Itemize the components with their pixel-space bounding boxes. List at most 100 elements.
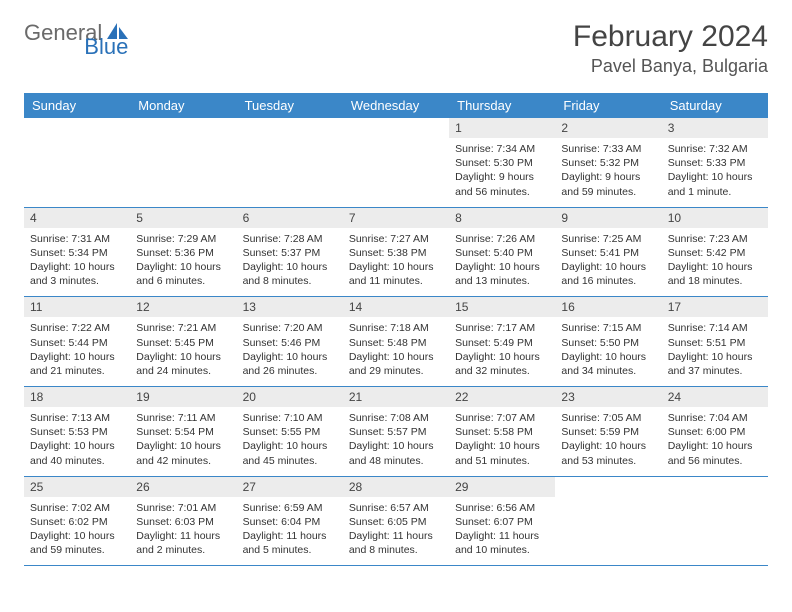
sunrise-text: Sunrise: 7:29 AM bbox=[136, 232, 230, 246]
sunrise-text: Sunrise: 7:21 AM bbox=[136, 321, 230, 335]
day-number: 20 bbox=[237, 387, 343, 407]
day-number: 16 bbox=[555, 297, 661, 317]
daylight-text: Daylight: 10 hours and 45 minutes. bbox=[243, 439, 337, 467]
day-content: Sunrise: 7:33 AMSunset: 5:32 PMDaylight:… bbox=[555, 138, 661, 207]
daylight-text: Daylight: 10 hours and 3 minutes. bbox=[30, 260, 124, 288]
calendar-cell: 13Sunrise: 7:20 AMSunset: 5:46 PMDayligh… bbox=[237, 297, 343, 387]
day-number: 22 bbox=[449, 387, 555, 407]
header: General Blue February 2024 Pavel Banya, … bbox=[24, 20, 768, 77]
daylight-text: Daylight: 10 hours and 34 minutes. bbox=[561, 350, 655, 378]
daylight-text: Daylight: 11 hours and 2 minutes. bbox=[136, 529, 230, 557]
calendar-cell: 23Sunrise: 7:05 AMSunset: 5:59 PMDayligh… bbox=[555, 387, 661, 477]
daylight-text: Daylight: 10 hours and 24 minutes. bbox=[136, 350, 230, 378]
sunset-text: Sunset: 5:50 PM bbox=[561, 336, 655, 350]
day-content: Sunrise: 7:23 AMSunset: 5:42 PMDaylight:… bbox=[662, 228, 768, 297]
day-number: 3 bbox=[662, 118, 768, 138]
sunrise-text: Sunrise: 7:15 AM bbox=[561, 321, 655, 335]
calendar-row: 4Sunrise: 7:31 AMSunset: 5:34 PMDaylight… bbox=[24, 207, 768, 297]
day-number: 15 bbox=[449, 297, 555, 317]
calendar-cell bbox=[555, 476, 661, 566]
daylight-text: Daylight: 11 hours and 8 minutes. bbox=[349, 529, 443, 557]
calendar-cell: 18Sunrise: 7:13 AMSunset: 5:53 PMDayligh… bbox=[24, 387, 130, 477]
calendar-cell: 16 Sunrise: 7:15 AMSunset: 5:50 PMDayligh… bbox=[555, 297, 661, 387]
sunset-text: Sunset: 6:02 PM bbox=[30, 515, 124, 529]
calendar-cell: 25 Sunrise: 7:02 AMSunset: 6:02 PMDayligh… bbox=[24, 476, 130, 566]
daylight-text: Daylight: 10 hours and 13 minutes. bbox=[455, 260, 549, 288]
day-content: Sunrise: 7:07 AMSunset: 5:58 PMDaylight:… bbox=[449, 407, 555, 476]
sunset-text: Sunset: 5:53 PM bbox=[30, 425, 124, 439]
calendar-cell: 24Sunrise: 7:04 AMSunset: 6:00 PMDayligh… bbox=[662, 387, 768, 477]
calendar-cell: 3Sunrise: 7:32 AMSunset: 5:33 PMDaylight… bbox=[662, 118, 768, 207]
calendar-cell: 15Sunrise: 7:17 AMSunset: 5:49 PMDayligh… bbox=[449, 297, 555, 387]
day-content: Sunrise: 7:28 AMSunset: 5:37 PMDaylight:… bbox=[237, 228, 343, 297]
day-header: Tuesday bbox=[237, 93, 343, 118]
calendar-cell bbox=[343, 118, 449, 207]
day-content: Sunrise: 7:18 AMSunset: 5:48 PMDaylight:… bbox=[343, 317, 449, 386]
day-number: 7 bbox=[343, 208, 449, 228]
day-number: 25 bbox=[24, 477, 130, 497]
day-number: 17 bbox=[662, 297, 768, 317]
sunset-text: Sunset: 5:40 PM bbox=[455, 246, 549, 260]
day-number: 27 bbox=[237, 477, 343, 497]
daylight-text: Daylight: 10 hours and 1 minute. bbox=[668, 170, 762, 198]
logo-text-2: Blue bbox=[84, 34, 128, 59]
calendar-cell: 1Sunrise: 7:34 AMSunset: 5:30 PMDaylight… bbox=[449, 118, 555, 207]
calendar-head: SundayMondayTuesdayWednesdayThursdayFrid… bbox=[24, 93, 768, 118]
day-number: 1 bbox=[449, 118, 555, 138]
sunrise-text: Sunrise: 7:11 AM bbox=[136, 411, 230, 425]
sunrise-text: Sunrise: 6:56 AM bbox=[455, 501, 549, 515]
sunrise-text: Sunrise: 7:10 AM bbox=[243, 411, 337, 425]
day-number: 2 bbox=[555, 118, 661, 138]
calendar-cell: 22Sunrise: 7:07 AMSunset: 5:58 PMDayligh… bbox=[449, 387, 555, 477]
day-number: 29 bbox=[449, 477, 555, 497]
day-number: 8 bbox=[449, 208, 555, 228]
sunset-text: Sunset: 5:58 PM bbox=[455, 425, 549, 439]
sunrise-text: Sunrise: 7:23 AM bbox=[668, 232, 762, 246]
day-content: Sunrise: 7:31 AMSunset: 5:34 PMDaylight:… bbox=[24, 228, 130, 297]
day-number: 14 bbox=[343, 297, 449, 317]
day-number: 23 bbox=[555, 387, 661, 407]
calendar-cell: 6Sunrise: 7:28 AMSunset: 5:37 PMDaylight… bbox=[237, 207, 343, 297]
calendar-cell bbox=[130, 118, 236, 207]
calendar-cell: 10Sunrise: 7:23 AMSunset: 5:42 PMDayligh… bbox=[662, 207, 768, 297]
calendar-cell: 7Sunrise: 7:27 AMSunset: 5:38 PMDaylight… bbox=[343, 207, 449, 297]
day-content: Sunrise: 7:11 AMSunset: 5:54 PMDaylight:… bbox=[130, 407, 236, 476]
day-content: Sunrise: 7:13 AMSunset: 5:53 PMDaylight:… bbox=[24, 407, 130, 476]
daylight-text: Daylight: 10 hours and 16 minutes. bbox=[561, 260, 655, 288]
day-header: Saturday bbox=[662, 93, 768, 118]
sunrise-text: Sunrise: 7:01 AM bbox=[136, 501, 230, 515]
sunset-text: Sunset: 5:51 PM bbox=[668, 336, 762, 350]
day-number: 11 bbox=[24, 297, 130, 317]
calendar-cell: 14Sunrise: 7:18 AMSunset: 5:48 PMDayligh… bbox=[343, 297, 449, 387]
day-number: 21 bbox=[343, 387, 449, 407]
calendar-cell bbox=[662, 476, 768, 566]
sunrise-text: Sunrise: 7:27 AM bbox=[349, 232, 443, 246]
sunset-text: Sunset: 6:04 PM bbox=[243, 515, 337, 529]
day-header: Friday bbox=[555, 93, 661, 118]
day-header: Sunday bbox=[24, 93, 130, 118]
day-content: Sunrise: 7:14 AMSunset: 5:51 PMDaylight:… bbox=[662, 317, 768, 386]
daylight-text: Daylight: 10 hours and 26 minutes. bbox=[243, 350, 337, 378]
calendar-cell: 8Sunrise: 7:26 AMSunset: 5:40 PMDaylight… bbox=[449, 207, 555, 297]
calendar-row: 11Sunrise: 7:22 AMSunset: 5:44 PMDayligh… bbox=[24, 297, 768, 387]
daylight-text: Daylight: 11 hours and 10 minutes. bbox=[455, 529, 549, 557]
calendar-body: 1Sunrise: 7:34 AMSunset: 5:30 PMDaylight… bbox=[24, 118, 768, 566]
sunrise-text: Sunrise: 7:28 AM bbox=[243, 232, 337, 246]
daylight-text: Daylight: 10 hours and 48 minutes. bbox=[349, 439, 443, 467]
day-content: Sunrise: 7:29 AMSunset: 5:36 PMDaylight:… bbox=[130, 228, 236, 297]
sunset-text: Sunset: 5:34 PM bbox=[30, 246, 124, 260]
sunrise-text: Sunrise: 7:20 AM bbox=[243, 321, 337, 335]
sunrise-text: Sunrise: 7:08 AM bbox=[349, 411, 443, 425]
sunset-text: Sunset: 6:07 PM bbox=[455, 515, 549, 529]
day-number: 24 bbox=[662, 387, 768, 407]
sunset-text: Sunset: 5:36 PM bbox=[136, 246, 230, 260]
sunrise-text: Sunrise: 7:02 AM bbox=[30, 501, 124, 515]
calendar-cell: 17Sunrise: 7:14 AMSunset: 5:51 PMDayligh… bbox=[662, 297, 768, 387]
calendar-cell: 27Sunrise: 6:59 AMSunset: 6:04 PMDayligh… bbox=[237, 476, 343, 566]
sunrise-text: Sunrise: 7:25 AM bbox=[561, 232, 655, 246]
daylight-text: Daylight: 11 hours and 5 minutes. bbox=[243, 529, 337, 557]
daylight-text: Daylight: 10 hours and 53 minutes. bbox=[561, 439, 655, 467]
day-content: Sunrise: 7:25 AMSunset: 5:41 PMDaylight:… bbox=[555, 228, 661, 297]
sunrise-text: Sunrise: 7:34 AM bbox=[455, 142, 549, 156]
daylight-text: Daylight: 10 hours and 59 minutes. bbox=[30, 529, 124, 557]
